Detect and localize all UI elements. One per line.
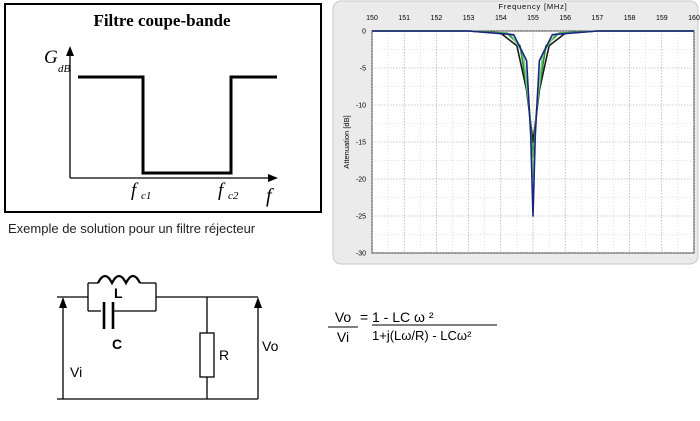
chart-ticks: 150 151 152 153 154 155 156 157 158 159 160 0 -5 -10 -… xyxy=(356,15,700,258)
chart-y-axis-title: Attenuation [dB] xyxy=(342,115,351,168)
chart-x-tick-label: 150 xyxy=(366,15,378,22)
input-voltage-label: Vi xyxy=(70,364,82,380)
output-voltage-label: Vo xyxy=(262,338,279,354)
chart-y-tick-label: -20 xyxy=(356,177,366,184)
formula-lhs-numerator: Vo xyxy=(335,309,352,325)
chart-x-tick-label: 156 xyxy=(559,15,571,22)
chart-grid xyxy=(371,30,695,254)
bandstop-title: Filtre coupe-bande xyxy=(93,11,231,30)
circuit-diagram xyxy=(57,274,259,400)
chart-x-tick-label: 157 xyxy=(592,15,604,22)
bandstop-fc1-label: f xyxy=(131,180,139,201)
bandstop-fc1-sub: c1 xyxy=(141,190,151,202)
chart-x-tick-label: 152 xyxy=(431,15,443,22)
bandstop-x-arrow xyxy=(268,174,278,182)
chart-series-line-4 xyxy=(372,30,694,217)
bandstop-y-label-sub: dB xyxy=(58,63,71,75)
formula-rhs-numerator: 1 - LC ω ² xyxy=(372,309,434,325)
bandstop-fc2-sub: c2 xyxy=(228,190,239,202)
chart-y-tick-label: -10 xyxy=(356,103,366,110)
bandstop-y-arrow xyxy=(66,46,74,56)
bandstop-y-label: G xyxy=(44,47,58,68)
vo-arrow-head xyxy=(254,297,262,308)
chart-y-tick-label: -30 xyxy=(356,251,366,258)
formula-equals: = xyxy=(360,309,368,325)
chart-x-tick-label: 159 xyxy=(656,15,668,22)
bandstop-fc2-label: f xyxy=(218,180,226,201)
chart-y-tick-label: -25 xyxy=(356,214,366,221)
inductor-coil xyxy=(97,274,141,286)
bandstop-frame xyxy=(4,3,322,213)
resistor-label: R xyxy=(219,347,229,363)
chart-y-tick-label: 0 xyxy=(362,29,366,36)
chart-x-axis-title: Frequency [MHz] xyxy=(498,2,567,11)
vi-arrow-head xyxy=(59,297,67,308)
inductor-label: L xyxy=(114,285,123,301)
formula-lhs-denominator: Vi xyxy=(337,329,349,345)
chart-y-tick-label: -15 xyxy=(356,140,366,147)
formula-rhs-denominator: 1+j(Lω/R) - LCω² xyxy=(372,328,472,343)
caption: Exemple de solution pour un filtre réjec… xyxy=(8,221,256,236)
chart-x-tick-label: 160 xyxy=(688,15,700,22)
resistor-body xyxy=(199,332,215,378)
bandstop-x-label: f xyxy=(266,185,274,207)
chart-x-tick-label: 153 xyxy=(463,15,475,22)
chart-y-tick-label: -5 xyxy=(360,66,366,73)
chart-x-tick-label: 151 xyxy=(398,15,410,22)
capacitor-label: C xyxy=(112,336,122,352)
bandstop-response-curve xyxy=(78,75,277,175)
chart-series xyxy=(372,30,694,217)
chart-x-tick-label: 154 xyxy=(495,15,507,22)
chart-x-tick-label: 155 xyxy=(527,15,539,22)
chart-x-tick-label: 158 xyxy=(624,15,636,22)
